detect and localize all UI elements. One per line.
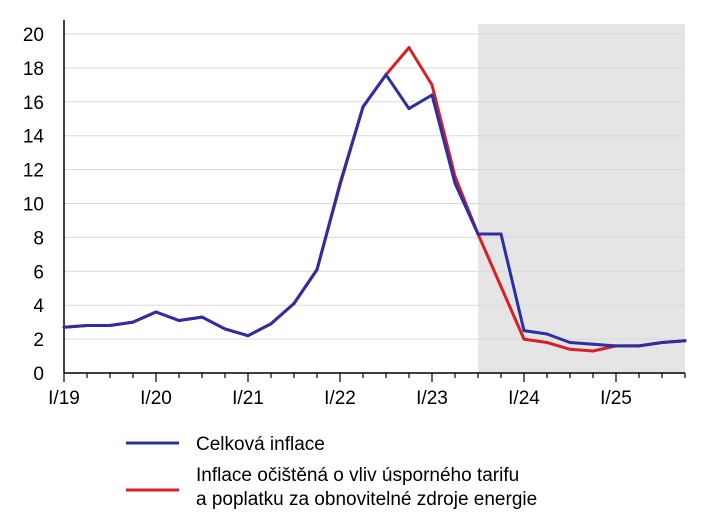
y-tick-label: 8 (33, 228, 44, 249)
y-tick-label: 20 (23, 25, 44, 46)
x-tick-label: I/25 (600, 388, 632, 409)
legend-label: Celková inflace (196, 434, 325, 455)
y-tick-label: 0 (33, 364, 44, 385)
data-point (522, 329, 526, 333)
series-points-1 (62, 73, 687, 348)
legend-label: a poplatku za obnovitelné zdroje energie (196, 489, 537, 510)
data-point (568, 340, 572, 344)
data-point (85, 324, 89, 328)
data-point (177, 318, 181, 322)
data-point (614, 344, 618, 348)
data-point (545, 340, 549, 344)
data-point (292, 302, 296, 306)
x-tick-label: I/22 (324, 388, 356, 409)
x-tick-label: I/21 (232, 388, 264, 409)
legend-label: Inflace očištěná o vliv úsporného tarifu (196, 465, 519, 486)
data-point (430, 93, 434, 97)
data-point (407, 107, 411, 111)
data-point (545, 332, 549, 336)
series-line-1 (62, 73, 687, 348)
forecast-region (478, 24, 685, 373)
y-tick-label: 6 (33, 262, 44, 283)
data-point (108, 324, 112, 328)
data-point (246, 334, 250, 338)
x-tick-label: I/20 (140, 388, 172, 409)
x-tick-label: I/19 (48, 388, 80, 409)
data-point (568, 347, 572, 351)
data-point (131, 320, 135, 324)
data-point (361, 105, 365, 109)
x-tick-label: I/23 (416, 388, 448, 409)
data-point (269, 322, 273, 326)
data-point (338, 183, 342, 187)
data-point (683, 339, 687, 343)
data-point (522, 337, 526, 341)
data-point (223, 327, 227, 331)
data-point (660, 340, 664, 344)
y-tick-label: 12 (23, 161, 44, 182)
y-tick-label: 10 (23, 195, 44, 216)
y-tick-label: 14 (23, 127, 45, 148)
data-point (476, 232, 480, 236)
data-point (430, 83, 434, 87)
data-point (499, 232, 503, 236)
data-point (154, 310, 158, 314)
data-point (200, 315, 204, 319)
data-point (315, 268, 319, 272)
data-point (62, 325, 66, 329)
data-point (384, 73, 388, 77)
y-tick-label: 4 (33, 296, 44, 317)
data-point (591, 342, 595, 346)
x-tick-label: I/24 (508, 388, 540, 409)
data-point (453, 181, 457, 185)
y-tick-label: 18 (23, 59, 44, 80)
data-point (591, 349, 595, 353)
y-tick-label: 16 (23, 93, 44, 114)
data-point (637, 344, 641, 348)
data-point (499, 285, 503, 289)
y-tick-label: 2 (33, 330, 44, 351)
data-point (407, 46, 411, 50)
